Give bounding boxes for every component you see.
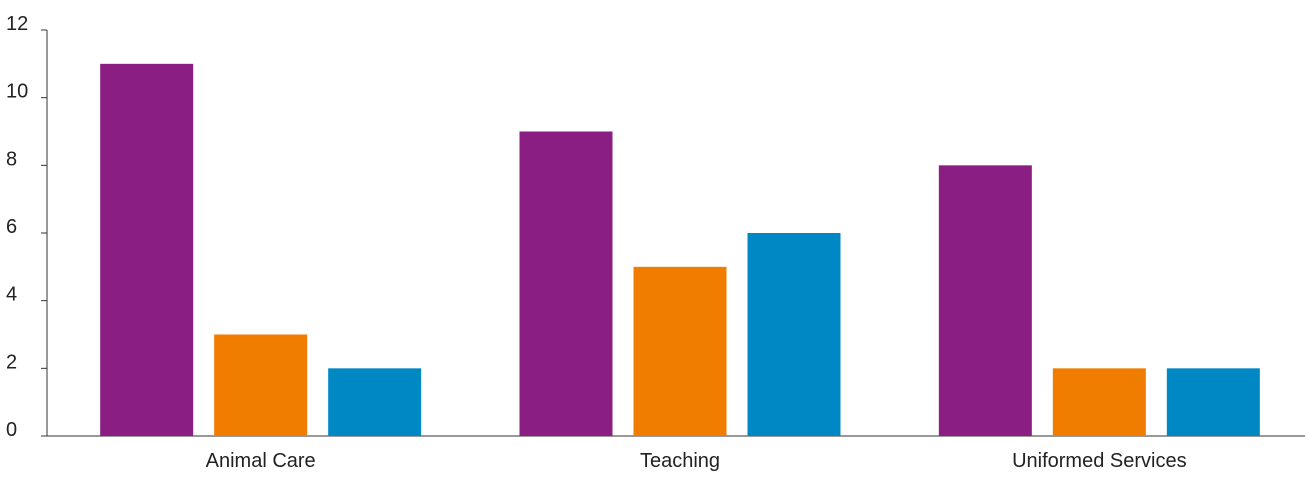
bar-series-1-uniformed-services	[938, 165, 1032, 437]
y-tick-label: 0	[6, 419, 17, 441]
x-category-label: Uniformed Services	[1012, 450, 1187, 472]
bar-series-1-teaching	[519, 131, 613, 436]
x-category-label: Animal Care	[206, 450, 316, 472]
y-axis-ticks: 0 2 4 6 8 10 12	[6, 13, 47, 441]
y-tick-label: 12	[6, 13, 28, 35]
bar-series-2-uniformed-services	[1052, 368, 1146, 436]
bar-series-3-animal-care	[328, 368, 422, 436]
bar-series-2-teaching	[633, 266, 727, 436]
y-tick-label: 4	[6, 284, 17, 306]
x-category-label: Teaching	[640, 450, 720, 472]
bar-series-3-teaching	[747, 233, 841, 436]
bar-series-2-animal-care	[214, 334, 308, 436]
y-tick-label: 2	[6, 351, 17, 373]
y-tick-label: 8	[6, 148, 17, 170]
y-tick-label: 10	[6, 81, 28, 103]
x-axis-categories: Animal Care Teaching Uniformed Services	[206, 450, 1187, 472]
bar-series-3-uniformed-services	[1166, 368, 1260, 436]
y-tick-label: 6	[6, 216, 17, 238]
bars	[100, 63, 1260, 437]
bar-series-1-animal-care	[100, 63, 194, 436]
